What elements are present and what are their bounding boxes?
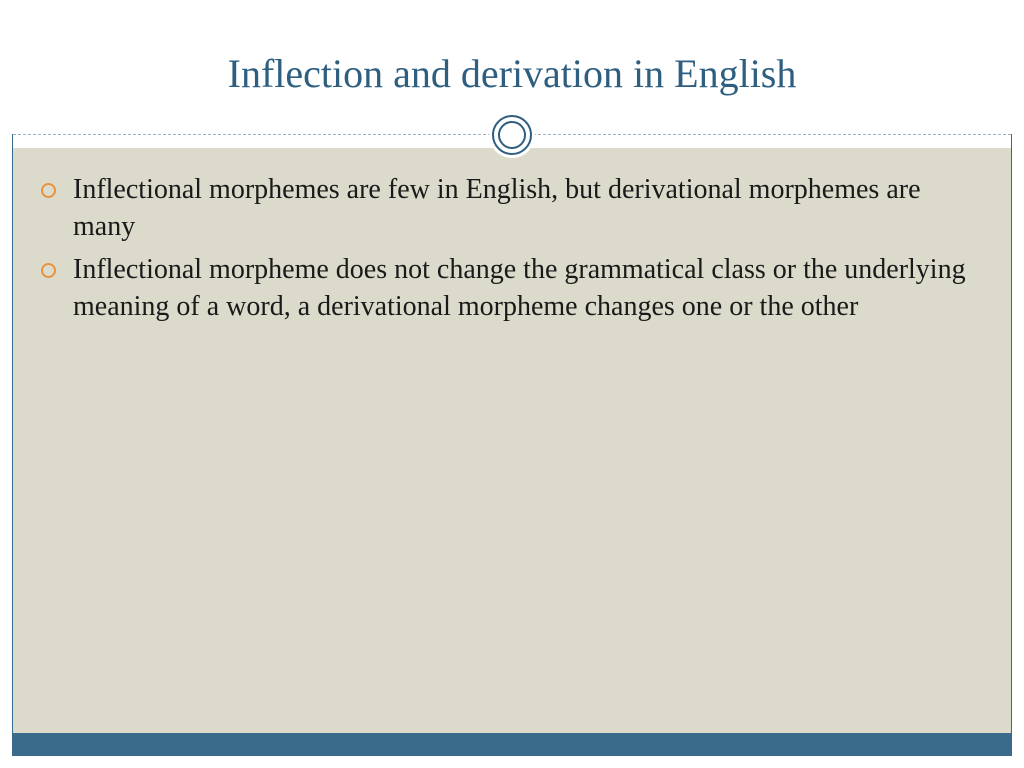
slide-title: Inflection and derivation in English [228, 50, 797, 97]
circle-ornament-icon [489, 112, 535, 158]
list-item: Inflectional morpheme does not change th… [67, 252, 977, 326]
footer-bar [13, 733, 1011, 755]
list-item: Inflectional morphemes are few in Englis… [67, 172, 977, 246]
slide: Inflection and derivation in English Inf… [0, 0, 1024, 768]
bullet-list: Inflectional morphemes are few in Englis… [67, 172, 977, 326]
body-area: Inflectional morphemes are few in Englis… [13, 148, 1011, 733]
